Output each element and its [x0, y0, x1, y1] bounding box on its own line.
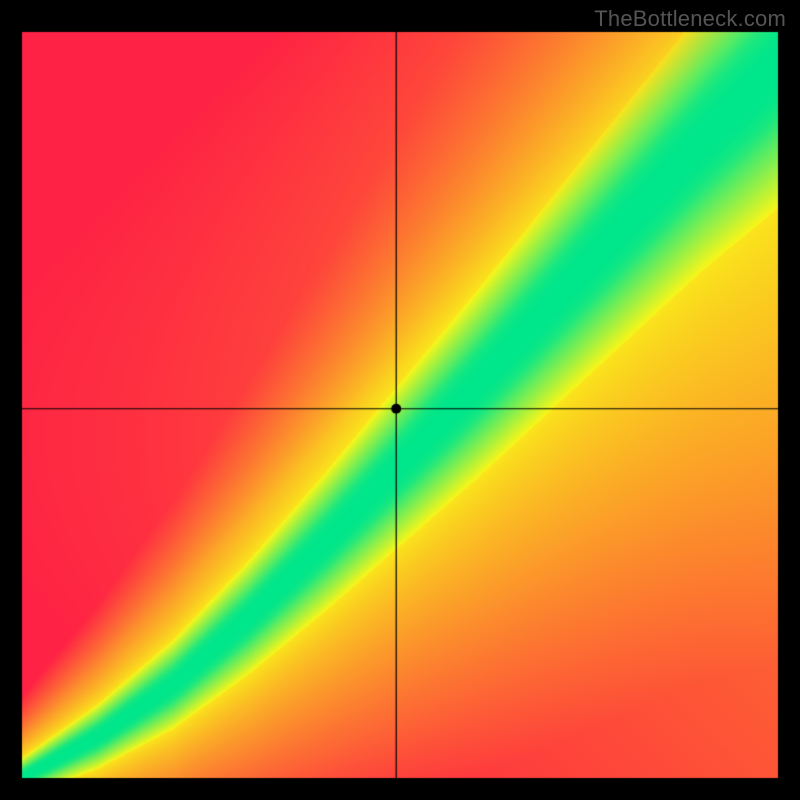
bottleneck-heatmap	[0, 0, 800, 800]
watermark-text: TheBottleneck.com	[594, 6, 786, 32]
